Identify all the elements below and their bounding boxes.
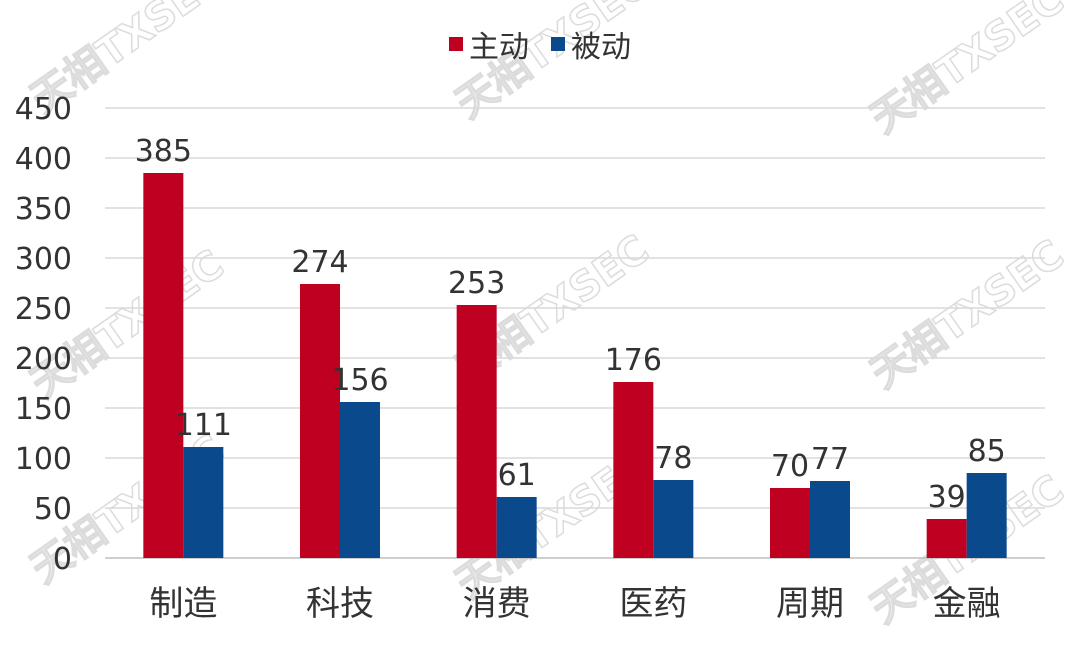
- data-label: 253: [448, 266, 505, 301]
- x-tick-label: 周期: [776, 584, 844, 624]
- bar: [340, 402, 380, 558]
- bar: [613, 382, 654, 558]
- bar: [496, 497, 537, 558]
- y-tick-label: 450: [15, 92, 72, 127]
- y-tick-label: 250: [15, 292, 72, 327]
- bar: [966, 473, 1007, 558]
- y-tick-label: 50: [34, 492, 72, 527]
- data-label: 77: [811, 442, 849, 477]
- data-label: 70: [771, 449, 809, 484]
- data-label: 85: [968, 434, 1006, 469]
- data-label: 176: [605, 343, 662, 378]
- bar: [456, 305, 497, 558]
- x-tick-label: 制造: [149, 584, 217, 624]
- data-label: 274: [291, 245, 348, 280]
- y-tick-label: 350: [15, 192, 72, 227]
- bar: [653, 480, 694, 558]
- y-tick-label: 0: [53, 542, 72, 577]
- data-label: 78: [654, 441, 692, 476]
- data-label: 385: [135, 134, 192, 169]
- y-tick-label: 200: [15, 342, 72, 377]
- bar: [143, 173, 184, 558]
- legend-swatch-passive: [551, 37, 565, 51]
- y-tick-label: 400: [15, 142, 72, 177]
- x-tick-label: 医药: [619, 584, 687, 624]
- legend-swatch-active: [449, 37, 463, 51]
- data-label: 39: [928, 480, 966, 515]
- y-tick-label: 100: [15, 442, 72, 477]
- x-tick-label: 金融: [933, 584, 1001, 624]
- y-tick-label: 150: [15, 392, 72, 427]
- bar: [926, 519, 967, 558]
- data-label: 111: [175, 408, 232, 443]
- data-label: 156: [331, 363, 388, 398]
- legend: 主动 被动: [0, 22, 1080, 66]
- x-tick-label: 消费: [463, 584, 531, 624]
- legend-label-active: 主动: [469, 30, 529, 65]
- x-tick-label: 科技: [306, 584, 374, 624]
- y-tick-label: 300: [15, 242, 72, 277]
- legend-item-passive: 被动: [551, 22, 631, 66]
- watermark-text: 天相TXSEC: [863, 231, 1073, 397]
- data-label: 61: [498, 458, 536, 493]
- legend-item-active: 主动: [449, 22, 529, 66]
- bar: [300, 284, 340, 558]
- legend-label-passive: 被动: [571, 30, 631, 65]
- bar: [810, 481, 850, 558]
- bar: [770, 488, 810, 558]
- bar: [183, 447, 224, 558]
